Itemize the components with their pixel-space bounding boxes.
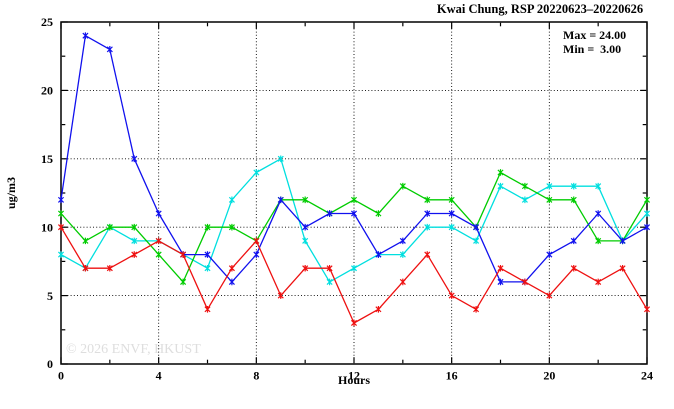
chart-title: Kwai Chung, RSP 20220623–20220626 xyxy=(437,2,643,16)
y-tick-label-20: 20 xyxy=(41,84,53,98)
y-axis-label: ug/m3 xyxy=(4,177,18,209)
y-tick-label-5: 5 xyxy=(47,289,53,303)
max-annotation: Max = 24.00 xyxy=(563,28,626,42)
series-markers xyxy=(57,155,651,286)
plot-border xyxy=(60,21,648,365)
series-line xyxy=(60,158,648,283)
grid-lines xyxy=(61,22,647,364)
series-markers xyxy=(57,223,651,327)
series-line xyxy=(60,35,648,283)
tick-labels: 0 5 10 15 20 25 0 4 8 12 16 20 24 xyxy=(41,15,653,382)
x-tick-label-24: 24 xyxy=(641,369,653,383)
y-tick-label-15: 15 xyxy=(41,152,53,166)
x-tick-label-16: 16 xyxy=(446,369,458,383)
y-tick-label-0: 0 xyxy=(47,357,53,371)
min-annotation: Min = 3.00 xyxy=(563,42,621,56)
x-tick-label-20: 20 xyxy=(543,369,555,383)
x-tick-label-8: 8 xyxy=(253,369,259,383)
data-series xyxy=(57,32,651,327)
x-tick-label-0: 0 xyxy=(58,369,64,383)
axis-ticks xyxy=(60,21,648,365)
series-day-red xyxy=(57,223,651,327)
watermark: © 2026 ENVF, HKUST xyxy=(66,342,201,357)
x-tick-label-12: 12 xyxy=(348,369,360,383)
y-tick-label-25: 25 xyxy=(41,15,53,29)
series-day-cyan xyxy=(57,155,651,286)
x-tick-label-4: 4 xyxy=(156,369,162,383)
plot-frame xyxy=(60,21,648,365)
x-axis-label: Hours xyxy=(338,373,370,387)
y-tick-label-10: 10 xyxy=(41,220,53,234)
